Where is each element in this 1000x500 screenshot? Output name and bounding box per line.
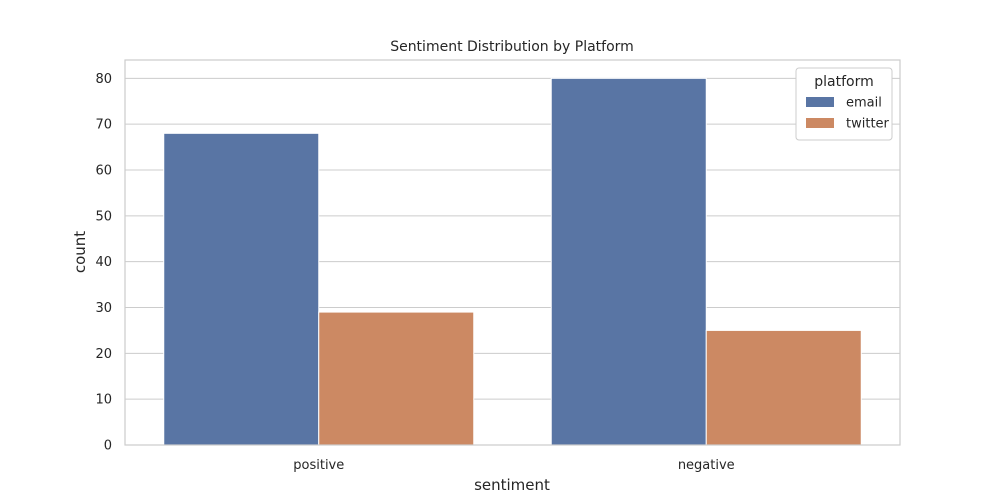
x-tick-label: positive <box>293 458 344 473</box>
y-tick-label: 50 <box>95 209 112 224</box>
y-tick-label: 0 <box>104 439 112 454</box>
bar-email-negative <box>550 77 707 446</box>
legend: platform email twitter <box>795 67 893 141</box>
bar-twitter-positive <box>318 311 475 446</box>
x-tick-label: negative <box>678 458 735 473</box>
legend-swatch-email <box>806 97 834 107</box>
plot-frame <box>124 59 901 446</box>
legend-label-email: email <box>846 96 882 111</box>
bar-email-positive <box>163 132 320 446</box>
y-tick-label: 30 <box>95 301 112 316</box>
y-tick-label: 20 <box>95 347 112 362</box>
y-tick-label: 40 <box>95 255 112 270</box>
y-ticks-layer: 0 10 20 30 40 50 60 70 80 <box>95 72 112 454</box>
y-tick-label: 10 <box>95 393 112 408</box>
y-tick-label: 60 <box>95 164 112 179</box>
chart-title: Sentiment Distribution by Platform <box>390 39 634 55</box>
x-axis-label: sentiment <box>474 476 550 494</box>
bar-twitter-negative <box>705 329 862 446</box>
legend-items: email twitter <box>806 96 890 132</box>
bars-layer <box>163 77 862 446</box>
y-axis-label: count <box>71 231 89 273</box>
legend-label-twitter: twitter <box>846 117 890 132</box>
legend-swatch-twitter <box>806 118 834 128</box>
y-tick-label: 70 <box>95 118 112 133</box>
x-ticks-layer: positive negative <box>293 458 734 473</box>
legend-title: platform <box>814 74 874 90</box>
y-tick-label: 80 <box>95 72 112 87</box>
